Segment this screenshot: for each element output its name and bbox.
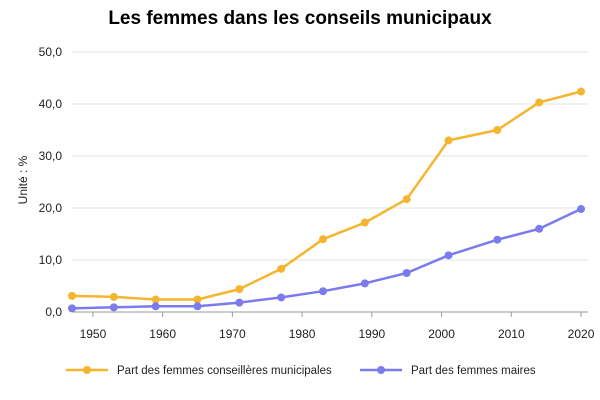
data-point[interactable] [151,295,160,304]
data-point[interactable] [277,264,286,273]
data-point[interactable] [68,304,76,313]
data-point[interactable] [535,98,544,107]
series-line [71,207,582,310]
data-point[interactable] [68,291,76,300]
data-point[interactable] [235,285,244,294]
data-point[interactable] [235,298,244,307]
data-point[interactable] [444,136,453,145]
data-point[interactable] [444,251,453,260]
data-point[interactable] [493,126,502,134]
x-tick-label: 1990 [358,327,385,341]
chart-title: Les femmes dans les conseils municipaux [108,8,492,29]
x-tick-label: 1970 [219,327,246,341]
legend-marker [377,366,385,374]
x-tick-label: 2000 [428,327,455,341]
data-point[interactable] [319,287,328,296]
x-tick-label: 1960 [149,327,176,341]
series-1 [68,87,586,304]
series-line [71,90,582,301]
data-point[interactable] [402,195,411,204]
data-point[interactable] [277,293,286,302]
data-point[interactable] [402,269,411,277]
legend-label: Part des femmes conseillères municipales [117,365,332,377]
y-tick-label: 10,0 [39,253,63,267]
x-tick-label: 2020 [568,327,595,341]
x-tick-label: 1980 [289,327,316,341]
grid-lines [72,51,588,261]
legend: Part des femmes conseillères municipales… [66,365,536,377]
data-series [68,87,586,313]
data-point[interactable] [109,303,118,312]
series-2 [68,205,586,313]
x-tick-label: 1950 [80,327,107,341]
legend-item-2[interactable]: Part des femmes maires [360,365,536,377]
y-axis-label: Unité : % [16,155,30,204]
y-tick-label: 40,0 [39,97,63,111]
data-point[interactable] [493,235,502,244]
data-point[interactable] [360,279,369,288]
x-tick-label: 2010 [498,327,525,341]
y-tick-label: 30,0 [39,149,63,163]
y-tick-label: 20,0 [39,201,63,215]
data-point[interactable] [319,235,328,244]
y-tick-label: 0,0 [45,305,62,319]
data-point[interactable] [535,224,544,233]
legend-label: Part des femmes maires [411,365,536,377]
y-tick-labels: 0,0 10,0 20,0 30,0 40,0 50,0 [39,45,63,319]
data-point[interactable] [151,302,160,311]
legend-marker [83,366,91,374]
legend-item-1[interactable]: Part des femmes conseillères municipales [66,365,332,377]
data-point[interactable] [109,292,118,301]
data-point[interactable] [577,205,586,214]
data-point[interactable] [577,87,586,96]
x-tick-labels: 1950 1960 1970 1980 1990 2000 2010 2020 [80,312,595,341]
data-point[interactable] [193,295,202,304]
data-point[interactable] [360,218,369,227]
y-tick-label: 50,0 [39,45,63,59]
data-point[interactable] [193,302,202,311]
